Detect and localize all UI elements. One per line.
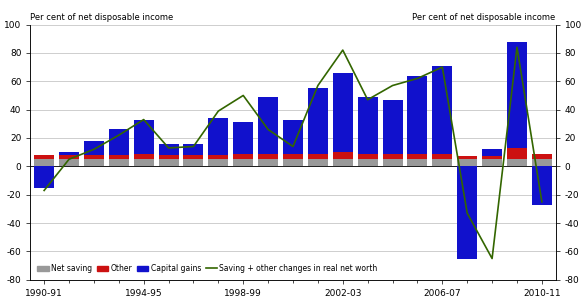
Bar (383, 159, 403, 166)
Bar (258, 154, 278, 159)
Bar (482, 159, 502, 166)
Bar (233, 122, 253, 154)
Bar (109, 159, 129, 166)
Bar (258, 97, 278, 154)
Bar (109, 155, 129, 159)
Bar (283, 120, 303, 154)
Bar (357, 154, 377, 159)
Bar (233, 159, 253, 166)
Bar (84, 141, 104, 155)
Bar (457, 156, 477, 159)
Bar (532, 159, 552, 166)
Bar (183, 155, 203, 159)
Bar (532, 154, 552, 159)
Bar (134, 120, 154, 154)
Bar (308, 88, 328, 154)
Bar (134, 154, 154, 159)
Text: Per cent of net disposable income: Per cent of net disposable income (30, 13, 173, 22)
Bar (59, 155, 79, 159)
Bar (159, 159, 179, 166)
Bar (159, 144, 179, 155)
Bar (209, 159, 229, 166)
Bar (283, 154, 303, 159)
Bar (457, 159, 477, 166)
Bar (407, 159, 427, 166)
Bar (532, 166, 552, 205)
Bar (407, 154, 427, 159)
Bar (333, 159, 353, 166)
Bar (308, 154, 328, 159)
Bar (383, 154, 403, 159)
Bar (34, 155, 54, 159)
Bar (357, 159, 377, 166)
Bar (209, 155, 229, 159)
Bar (59, 152, 79, 155)
Legend: Net saving, Other, Capital gains, Saving + other changes in real net worth: Net saving, Other, Capital gains, Saving… (34, 261, 381, 276)
Bar (84, 159, 104, 166)
Bar (183, 144, 203, 155)
Bar (507, 42, 527, 148)
Bar (209, 118, 229, 155)
Bar (507, 148, 527, 159)
Bar (258, 159, 278, 166)
Bar (84, 155, 104, 159)
Bar (34, 166, 54, 188)
Bar (283, 159, 303, 166)
Bar (357, 97, 377, 154)
Bar (432, 154, 452, 159)
Bar (432, 159, 452, 166)
Bar (233, 154, 253, 159)
Bar (432, 66, 452, 154)
Bar (183, 159, 203, 166)
Bar (59, 159, 79, 166)
Bar (308, 159, 328, 166)
Bar (482, 149, 502, 156)
Text: Per cent of net disposable income: Per cent of net disposable income (413, 13, 556, 22)
Bar (333, 152, 353, 159)
Bar (383, 100, 403, 154)
Bar (333, 73, 353, 152)
Bar (507, 159, 527, 166)
Bar (34, 159, 54, 166)
Bar (407, 76, 427, 154)
Bar (482, 156, 502, 159)
Bar (457, 166, 477, 259)
Bar (159, 155, 179, 159)
Bar (109, 130, 129, 155)
Bar (134, 159, 154, 166)
